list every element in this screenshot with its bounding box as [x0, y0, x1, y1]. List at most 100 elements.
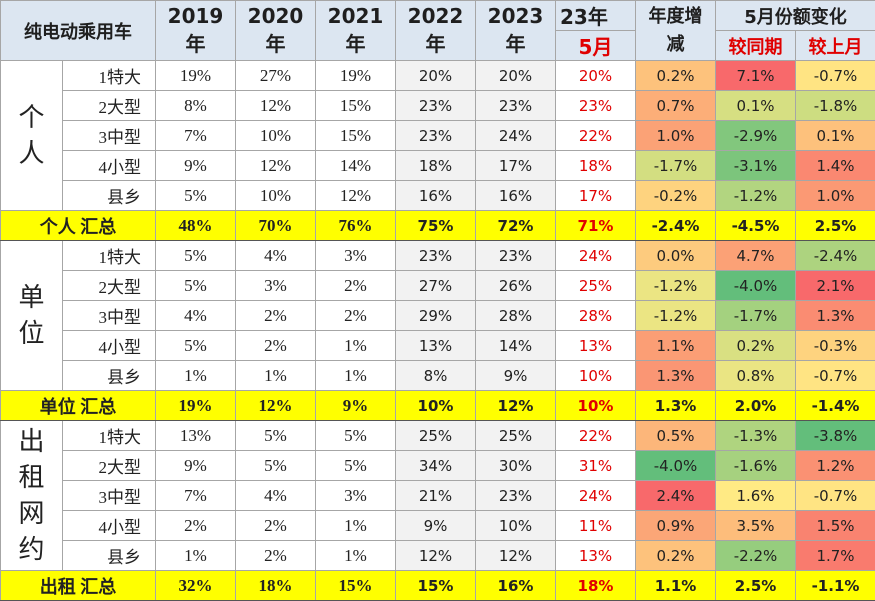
- change-header: 年度增减: [635, 0, 716, 61]
- cell: 15%: [315, 90, 396, 121]
- cell: 9%: [395, 510, 476, 541]
- cell: 3%: [235, 270, 316, 301]
- cell: 8%: [155, 90, 236, 121]
- total-cell: 2.0%: [715, 390, 796, 421]
- cell: 1%: [235, 360, 316, 391]
- cell: 18%: [555, 150, 636, 181]
- year-header: 2019 年: [155, 0, 236, 61]
- cell: 2%: [235, 300, 316, 331]
- year: 2019: [167, 4, 224, 28]
- cell: 0.0%: [635, 240, 716, 271]
- cell: 13%: [555, 330, 636, 361]
- cell: 25%: [395, 420, 476, 451]
- cell: 23%: [395, 120, 476, 151]
- cell: 1.0%: [635, 120, 716, 151]
- row-label: 3中型: [62, 120, 156, 151]
- group-label: 单位: [0, 240, 63, 391]
- total-cell: 1.1%: [635, 570, 716, 601]
- year-header: 2021 年: [315, 0, 396, 61]
- row-label: 4小型: [62, 510, 156, 541]
- cell: 0.1%: [795, 120, 875, 151]
- month-header: 23年: [555, 0, 636, 31]
- cell: 8%: [395, 360, 476, 391]
- total-row: 单位 汇总 19% 12% 9% 10% 12% 10% 1.3% 2.0% -1.4%: [0, 390, 875, 421]
- total-label: 出租 汇总: [0, 570, 156, 601]
- cell: 0.2%: [715, 330, 796, 361]
- cell: 12%: [475, 540, 556, 571]
- cell: 10%: [475, 510, 556, 541]
- data-row: 4小型 9% 12% 14% 18% 17% 18% -1.7% -3.1% 1.4%: [1, 150, 875, 181]
- cell: 23%: [475, 240, 556, 271]
- cell: -1.3%: [715, 420, 796, 451]
- cell: 14%: [315, 150, 396, 181]
- year-header: 2023 年: [475, 0, 556, 61]
- row-label: 1特大: [62, 420, 156, 451]
- data-row: 4小型 2% 2% 1% 9% 10% 11% 0.9% 3.5% 1.5%: [1, 510, 875, 541]
- cell: 13%: [395, 330, 476, 361]
- cell: 1.3%: [795, 300, 875, 331]
- total-cell: 12%: [475, 390, 556, 421]
- year: 2023: [487, 4, 544, 28]
- total-cell: 10%: [395, 390, 476, 421]
- cell: -2.2%: [715, 540, 796, 571]
- cell: 24%: [475, 120, 556, 151]
- cell: 1%: [315, 360, 396, 391]
- cell: 10%: [235, 180, 316, 211]
- cell: -1.2%: [635, 300, 716, 331]
- cell: 1%: [155, 540, 236, 571]
- cell: 5%: [155, 330, 236, 361]
- cell: -2.9%: [715, 120, 796, 151]
- cell: 9%: [475, 360, 556, 391]
- cell: 1%: [315, 540, 396, 571]
- cell: 0.8%: [715, 360, 796, 391]
- cell: -0.7%: [795, 360, 875, 391]
- data-row: 县乡 1% 1% 1% 8% 9% 10% 1.3% 0.8% -0.7%: [1, 360, 875, 391]
- data-row: 2大型 9% 5% 5% 34% 30% 31% -4.0% -1.6% 1.2%: [1, 450, 875, 481]
- data-row: 2大型 5% 3% 2% 27% 26% 25% -1.2% -4.0% 2.1%: [1, 270, 875, 301]
- cell: 27%: [235, 60, 316, 91]
- row-label: 3中型: [62, 300, 156, 331]
- corner-header: 纯电动乘用车: [0, 0, 156, 61]
- row-label: 4小型: [62, 330, 156, 361]
- year-header: 2020 年: [235, 0, 316, 61]
- row-label: 2大型: [62, 270, 156, 301]
- cell: 27%: [395, 270, 476, 301]
- cell: 4%: [155, 300, 236, 331]
- year-unit: 年: [265, 32, 286, 56]
- cell: 1%: [315, 330, 396, 361]
- cell: -0.2%: [635, 180, 716, 211]
- cell: 2%: [315, 270, 396, 301]
- cell: 3%: [315, 480, 396, 511]
- total-cell: 2.5%: [715, 570, 796, 601]
- cell: 2%: [155, 510, 236, 541]
- cell: 5%: [315, 420, 396, 451]
- cell: 1.5%: [795, 510, 875, 541]
- row-label: 1特大: [62, 60, 156, 91]
- group-label: 出租网约: [0, 420, 63, 571]
- total-cell: 15%: [315, 570, 396, 601]
- cell: 28%: [475, 300, 556, 331]
- cell: 29%: [395, 300, 476, 331]
- cell: 23%: [395, 240, 476, 271]
- data-row: 4小型 5% 2% 1% 13% 14% 13% 1.1% 0.2% -0.3%: [1, 330, 875, 361]
- total-cell: -1.4%: [795, 390, 875, 421]
- cell: 0.7%: [635, 90, 716, 121]
- share-change-header: 5月份额变化: [715, 0, 875, 31]
- total-cell: 76%: [315, 210, 396, 241]
- cell: 12%: [395, 540, 476, 571]
- cell: 3.5%: [715, 510, 796, 541]
- cell: 3%: [315, 240, 396, 271]
- total-cell: 75%: [395, 210, 476, 241]
- cell: 34%: [395, 450, 476, 481]
- total-label: 单位 汇总: [0, 390, 156, 421]
- cell: 2%: [315, 300, 396, 331]
- cell: 2%: [235, 510, 316, 541]
- cell: 1.7%: [795, 540, 875, 571]
- year-unit: 年: [185, 32, 206, 56]
- cell: 5%: [235, 450, 316, 481]
- total-cell: 16%: [475, 570, 556, 601]
- cell: 5%: [155, 270, 236, 301]
- cell: -1.7%: [715, 300, 796, 331]
- cell: -1.7%: [635, 150, 716, 181]
